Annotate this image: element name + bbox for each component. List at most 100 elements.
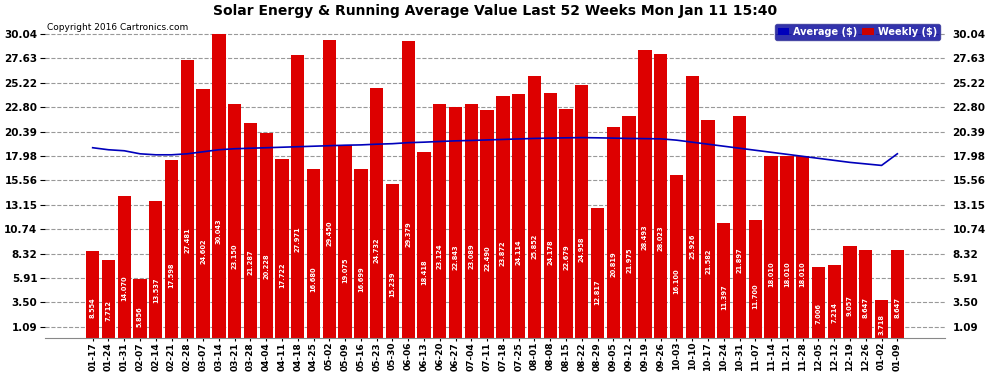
Bar bbox=[433, 104, 446, 338]
Bar bbox=[748, 219, 762, 338]
Text: Copyright 2016 Cartronics.com: Copyright 2016 Cartronics.com bbox=[47, 22, 188, 32]
Text: 30.043: 30.043 bbox=[216, 219, 222, 244]
Text: 24.732: 24.732 bbox=[373, 237, 380, 263]
Bar bbox=[212, 34, 226, 338]
Bar bbox=[764, 156, 778, 338]
Text: 22.679: 22.679 bbox=[563, 245, 569, 270]
Text: 28.023: 28.023 bbox=[657, 226, 663, 252]
Bar bbox=[244, 123, 257, 338]
Text: 23.150: 23.150 bbox=[232, 243, 238, 268]
Text: 16.699: 16.699 bbox=[358, 266, 364, 291]
Text: 8.647: 8.647 bbox=[894, 297, 900, 318]
Bar bbox=[134, 279, 147, 338]
Bar bbox=[559, 108, 572, 338]
Bar bbox=[323, 40, 336, 338]
Title: Solar Energy & Running Average Value Last 52 Weeks Mon Jan 11 15:40: Solar Energy & Running Average Value Las… bbox=[213, 4, 777, 18]
Text: 9.057: 9.057 bbox=[847, 295, 853, 316]
Bar bbox=[339, 145, 351, 338]
Text: 21.582: 21.582 bbox=[705, 249, 711, 274]
Bar bbox=[402, 41, 415, 338]
Text: 20.228: 20.228 bbox=[263, 254, 269, 279]
Bar bbox=[180, 60, 194, 338]
Bar bbox=[639, 50, 651, 338]
Text: 21.897: 21.897 bbox=[737, 248, 742, 273]
Bar bbox=[685, 76, 699, 338]
Bar bbox=[607, 128, 620, 338]
Bar bbox=[701, 120, 715, 338]
Text: 27.481: 27.481 bbox=[184, 228, 190, 254]
Bar bbox=[149, 201, 162, 338]
Text: 18.010: 18.010 bbox=[768, 261, 774, 287]
Text: 11.397: 11.397 bbox=[721, 285, 727, 310]
Bar bbox=[228, 104, 242, 338]
Bar bbox=[780, 156, 794, 338]
Bar bbox=[544, 93, 557, 338]
Bar bbox=[464, 104, 478, 338]
Bar bbox=[812, 267, 825, 338]
Bar bbox=[480, 110, 494, 338]
Bar bbox=[717, 223, 731, 338]
Bar bbox=[733, 116, 746, 338]
Text: 8.647: 8.647 bbox=[862, 297, 869, 318]
Bar bbox=[291, 55, 305, 338]
Text: 18.010: 18.010 bbox=[784, 261, 790, 287]
Bar bbox=[102, 260, 115, 338]
Text: 7.006: 7.006 bbox=[816, 303, 822, 324]
Bar bbox=[418, 152, 431, 338]
Text: 17.722: 17.722 bbox=[279, 262, 285, 288]
Bar bbox=[843, 246, 856, 338]
Text: 8.554: 8.554 bbox=[90, 297, 96, 318]
Text: 17.598: 17.598 bbox=[168, 263, 174, 288]
Bar bbox=[670, 175, 683, 338]
Text: 29.379: 29.379 bbox=[405, 221, 411, 247]
Text: 21.287: 21.287 bbox=[248, 250, 253, 275]
Text: 13.537: 13.537 bbox=[152, 277, 158, 303]
Text: 19.075: 19.075 bbox=[343, 258, 348, 283]
Text: 24.114: 24.114 bbox=[516, 240, 522, 265]
Bar bbox=[259, 133, 273, 338]
Text: 3.718: 3.718 bbox=[878, 314, 884, 335]
Legend: Average ($), Weekly ($): Average ($), Weekly ($) bbox=[775, 24, 940, 40]
Text: 16.100: 16.100 bbox=[673, 268, 679, 294]
Text: 29.450: 29.450 bbox=[327, 221, 333, 246]
Text: 11.700: 11.700 bbox=[752, 284, 758, 309]
Text: 23.872: 23.872 bbox=[500, 240, 506, 266]
Text: 25.852: 25.852 bbox=[532, 234, 538, 259]
Bar bbox=[512, 94, 526, 338]
Text: 15.239: 15.239 bbox=[389, 271, 395, 297]
Text: 7.214: 7.214 bbox=[832, 302, 838, 323]
Text: 5.856: 5.856 bbox=[137, 307, 143, 327]
Bar bbox=[275, 159, 289, 338]
Bar bbox=[118, 195, 131, 338]
Text: 21.975: 21.975 bbox=[626, 247, 632, 273]
Bar bbox=[623, 116, 636, 338]
Text: 27.971: 27.971 bbox=[295, 226, 301, 252]
Text: 23.124: 23.124 bbox=[437, 243, 443, 269]
Bar bbox=[307, 169, 320, 338]
Text: 23.089: 23.089 bbox=[468, 243, 474, 269]
Bar bbox=[196, 89, 210, 338]
Text: 22.843: 22.843 bbox=[452, 244, 458, 270]
Text: 28.493: 28.493 bbox=[642, 224, 647, 250]
Text: 22.490: 22.490 bbox=[484, 245, 490, 271]
Bar bbox=[448, 107, 462, 338]
Bar bbox=[354, 169, 367, 338]
Text: 14.070: 14.070 bbox=[121, 275, 128, 301]
Bar bbox=[386, 184, 399, 338]
Text: 24.178: 24.178 bbox=[547, 239, 553, 265]
Text: 20.819: 20.819 bbox=[610, 251, 617, 277]
Bar bbox=[370, 88, 383, 338]
Bar bbox=[165, 160, 178, 338]
Text: 12.817: 12.817 bbox=[595, 280, 601, 305]
Bar bbox=[828, 265, 841, 338]
Text: 18.010: 18.010 bbox=[800, 261, 806, 287]
Text: 24.958: 24.958 bbox=[579, 237, 585, 262]
Bar bbox=[859, 251, 872, 338]
Text: 25.926: 25.926 bbox=[689, 233, 695, 259]
Bar bbox=[496, 96, 510, 338]
Text: 18.418: 18.418 bbox=[421, 260, 427, 285]
Bar bbox=[528, 76, 542, 338]
Bar bbox=[654, 54, 667, 338]
Bar bbox=[86, 251, 99, 338]
Bar bbox=[591, 208, 604, 338]
